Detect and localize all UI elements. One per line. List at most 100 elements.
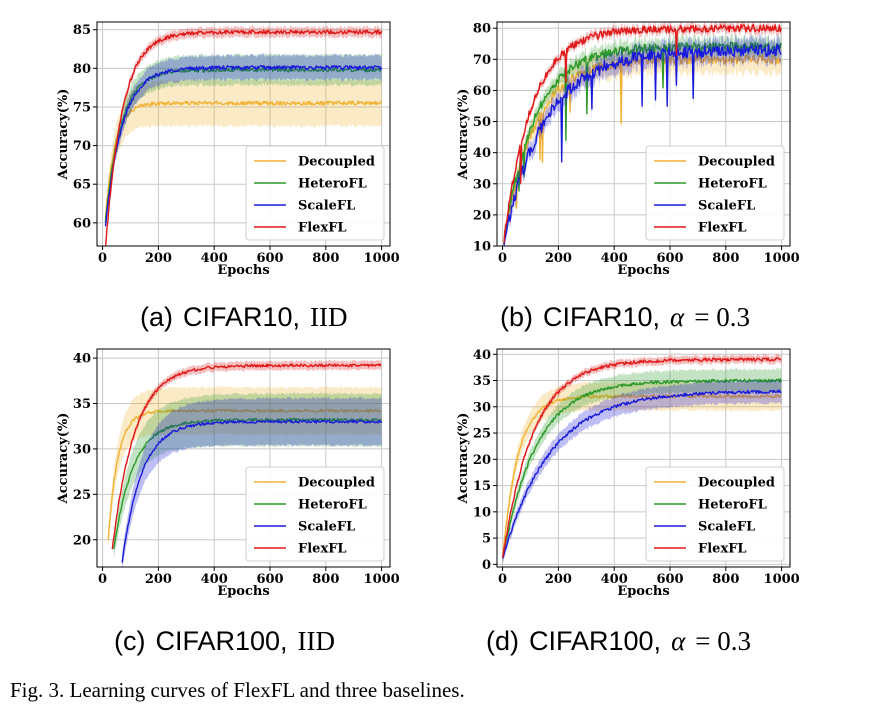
x-tick-label: 200: [145, 251, 172, 266]
y-tick-label: 25: [73, 488, 91, 503]
y-tick-label: 10: [473, 505, 491, 520]
series-line-scalefl: [503, 43, 782, 246]
y-tick-label: 20: [73, 533, 91, 548]
series-line-heterofl: [503, 41, 782, 245]
panel-d-chart: 0 200 400 600 800 1000 0 5 10 15 20 25 30 35 40 Epochs A…: [456, 348, 800, 599]
axes-frame: [496, 348, 791, 568]
x-tick-label: 1000: [764, 251, 800, 266]
y-tick-label: 25: [473, 427, 491, 442]
x-tick-label: 600: [256, 251, 283, 266]
y-axis-label: Accuracy(%): [56, 89, 71, 181]
y-axis-label: Accuracy(%): [456, 413, 471, 505]
y-tick-label: 30: [73, 442, 91, 457]
subcaption-a: (a) CIFAR10, IID: [140, 302, 348, 332]
legend-label-heterofl: HeteroFL: [298, 498, 367, 513]
series-line-scalefl: [502, 389, 782, 559]
axes-frame: [496, 21, 791, 247]
legend-label-scalefl: ScaleFL: [298, 199, 355, 214]
x-tick-label: 600: [656, 251, 683, 266]
x-tick-label: 400: [201, 572, 228, 587]
y-tick-label: 5: [482, 532, 491, 547]
series-line-heterofl: [501, 378, 782, 559]
band-scalefl: [122, 396, 382, 567]
legend-label-scalefl: ScaleFL: [698, 199, 755, 214]
x-axis-label: Epochs: [217, 584, 269, 599]
x-tick-label: 800: [312, 251, 339, 266]
y-tick-label: 30: [473, 177, 491, 192]
legend-label-scalefl: ScaleFL: [298, 520, 355, 535]
legend-label-decoupled: Decoupled: [698, 476, 775, 491]
legend-label-flexfl: FlexFL: [698, 221, 747, 236]
legend: Decoupled HeteroFL ScaleFL FlexFL: [245, 466, 385, 562]
band-decoupled: [105, 78, 382, 228]
panel-a-chart: 0 200 400 600 800 1000 60 65 70 75 80 85 Epochs Accur…: [56, 21, 400, 278]
x-tick-label: 800: [712, 572, 739, 587]
y-tick-label: 80: [473, 22, 491, 37]
x-tick-label: 0: [98, 572, 107, 587]
x-tick-label: 800: [312, 572, 339, 587]
series-line-flexfl: [503, 23, 782, 244]
x-tick-label: 800: [712, 251, 739, 266]
y-tick-label: 50: [473, 115, 491, 130]
axes-frame: [96, 21, 391, 247]
x-tick-label: 1000: [364, 572, 400, 587]
legend-box: [245, 466, 385, 562]
legend-label-flexfl: FlexFL: [698, 542, 747, 557]
series-line-decoupled: [107, 408, 382, 541]
figure-caption: Fig. 3. Learning curves of FlexFL and th…: [10, 678, 465, 702]
y-tick-label: 40: [473, 146, 491, 161]
x-tick-label: 1000: [364, 251, 400, 266]
x-tick-label: 200: [545, 251, 572, 266]
x-tick-label: 200: [545, 572, 572, 587]
y-tick-label: 20: [473, 208, 491, 223]
series-line-heterofl: [113, 417, 382, 550]
plot-area: [104, 25, 383, 246]
subcaption-b: (b) CIFAR10, α = 0.3: [500, 302, 750, 332]
y-tick-label: 40: [73, 352, 91, 367]
y-tick-label: 40: [473, 348, 491, 363]
series-line-flexfl: [501, 357, 782, 559]
band-decoupled: [504, 41, 782, 246]
y-tick-label: 15: [473, 479, 491, 494]
y-tick-label: 85: [73, 23, 91, 38]
band-scalefl: [105, 53, 382, 232]
legend-box: [645, 145, 785, 241]
x-axis-label: Epochs: [617, 263, 669, 278]
y-tick-label: 70: [473, 53, 491, 68]
legend-label-decoupled: Decoupled: [698, 155, 775, 170]
y-axis-label: Accuracy(%): [56, 413, 71, 505]
y-tick-label: 80: [73, 62, 91, 77]
x-tick-label: 400: [601, 251, 628, 266]
legend: Decoupled HeteroFL ScaleFL FlexFL: [645, 466, 785, 562]
y-tick-label: 60: [473, 84, 491, 99]
y-tick-label: 70: [73, 139, 91, 154]
plot-area: [107, 359, 383, 567]
y-tick-label: 0: [482, 558, 491, 573]
band-decoupled: [502, 380, 782, 564]
x-tick-label: 400: [201, 251, 228, 266]
legend-label-heterofl: HeteroFL: [698, 498, 767, 513]
legend-label-scalefl: ScaleFL: [698, 520, 755, 535]
series-line-flexfl: [104, 29, 383, 246]
band-heterofl: [113, 392, 382, 559]
subcaption-c: (c) CIFAR100, IID: [114, 626, 335, 656]
y-tick-label: 30: [473, 400, 491, 415]
legend-label-decoupled: Decoupled: [298, 155, 375, 170]
x-tick-label: 600: [656, 572, 683, 587]
legend-label-flexfl: FlexFL: [298, 542, 347, 557]
x-axis-label: Epochs: [217, 263, 269, 278]
band-heterofl: [502, 367, 782, 563]
series-line-flexfl: [111, 363, 382, 550]
x-axis-label: Epochs: [617, 584, 669, 599]
y-tick-label: 10: [473, 240, 491, 255]
x-tick-label: 200: [145, 572, 172, 587]
y-axis-label: Accuracy(%): [456, 89, 471, 181]
legend-box: [245, 145, 385, 241]
y-tick-label: 60: [73, 216, 91, 231]
x-tick-label: 1000: [764, 572, 800, 587]
x-tick-label: 600: [256, 572, 283, 587]
panel-c-chart: 0 200 400 600 800 1000 20 25 30 35 40 Epochs Accurac…: [56, 348, 400, 599]
legend-label-decoupled: Decoupled: [298, 476, 375, 491]
legend-label-flexfl: FlexFL: [298, 221, 347, 236]
series-line-scalefl: [104, 65, 383, 227]
